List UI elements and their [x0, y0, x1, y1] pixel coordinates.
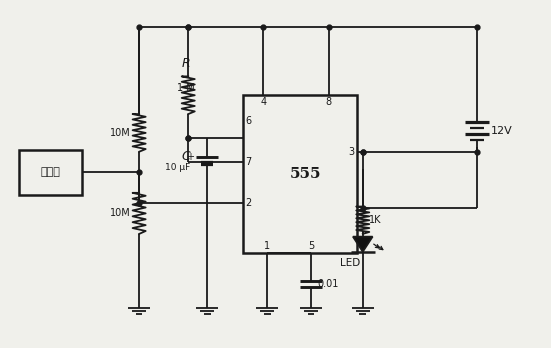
Text: 1 M: 1 M	[177, 83, 195, 93]
Text: 3: 3	[348, 147, 355, 157]
Bar	[19, 150, 82, 195]
Text: 5: 5	[308, 241, 314, 251]
Text: 10 μF: 10 μF	[165, 163, 190, 172]
Text: 7: 7	[246, 157, 252, 167]
Bar	[243, 95, 357, 253]
Text: LED: LED	[340, 258, 360, 268]
Text: 4: 4	[260, 97, 267, 107]
Text: 2: 2	[246, 198, 252, 208]
Text: 12V: 12V	[491, 126, 512, 136]
Text: 6: 6	[246, 116, 252, 126]
Text: 触模板: 触模板	[41, 167, 61, 177]
Text: 0.01: 0.01	[317, 279, 339, 288]
Polygon shape	[353, 237, 372, 252]
Text: +: +	[186, 152, 194, 162]
Text: C: C	[181, 150, 190, 163]
Text: 1K: 1K	[369, 215, 382, 225]
Text: 10M: 10M	[110, 128, 131, 138]
Text: R: R	[181, 57, 190, 70]
Text: 555: 555	[290, 167, 322, 181]
Text: 10M: 10M	[110, 208, 131, 219]
Text: 1: 1	[264, 241, 271, 251]
Text: 8: 8	[326, 97, 332, 107]
